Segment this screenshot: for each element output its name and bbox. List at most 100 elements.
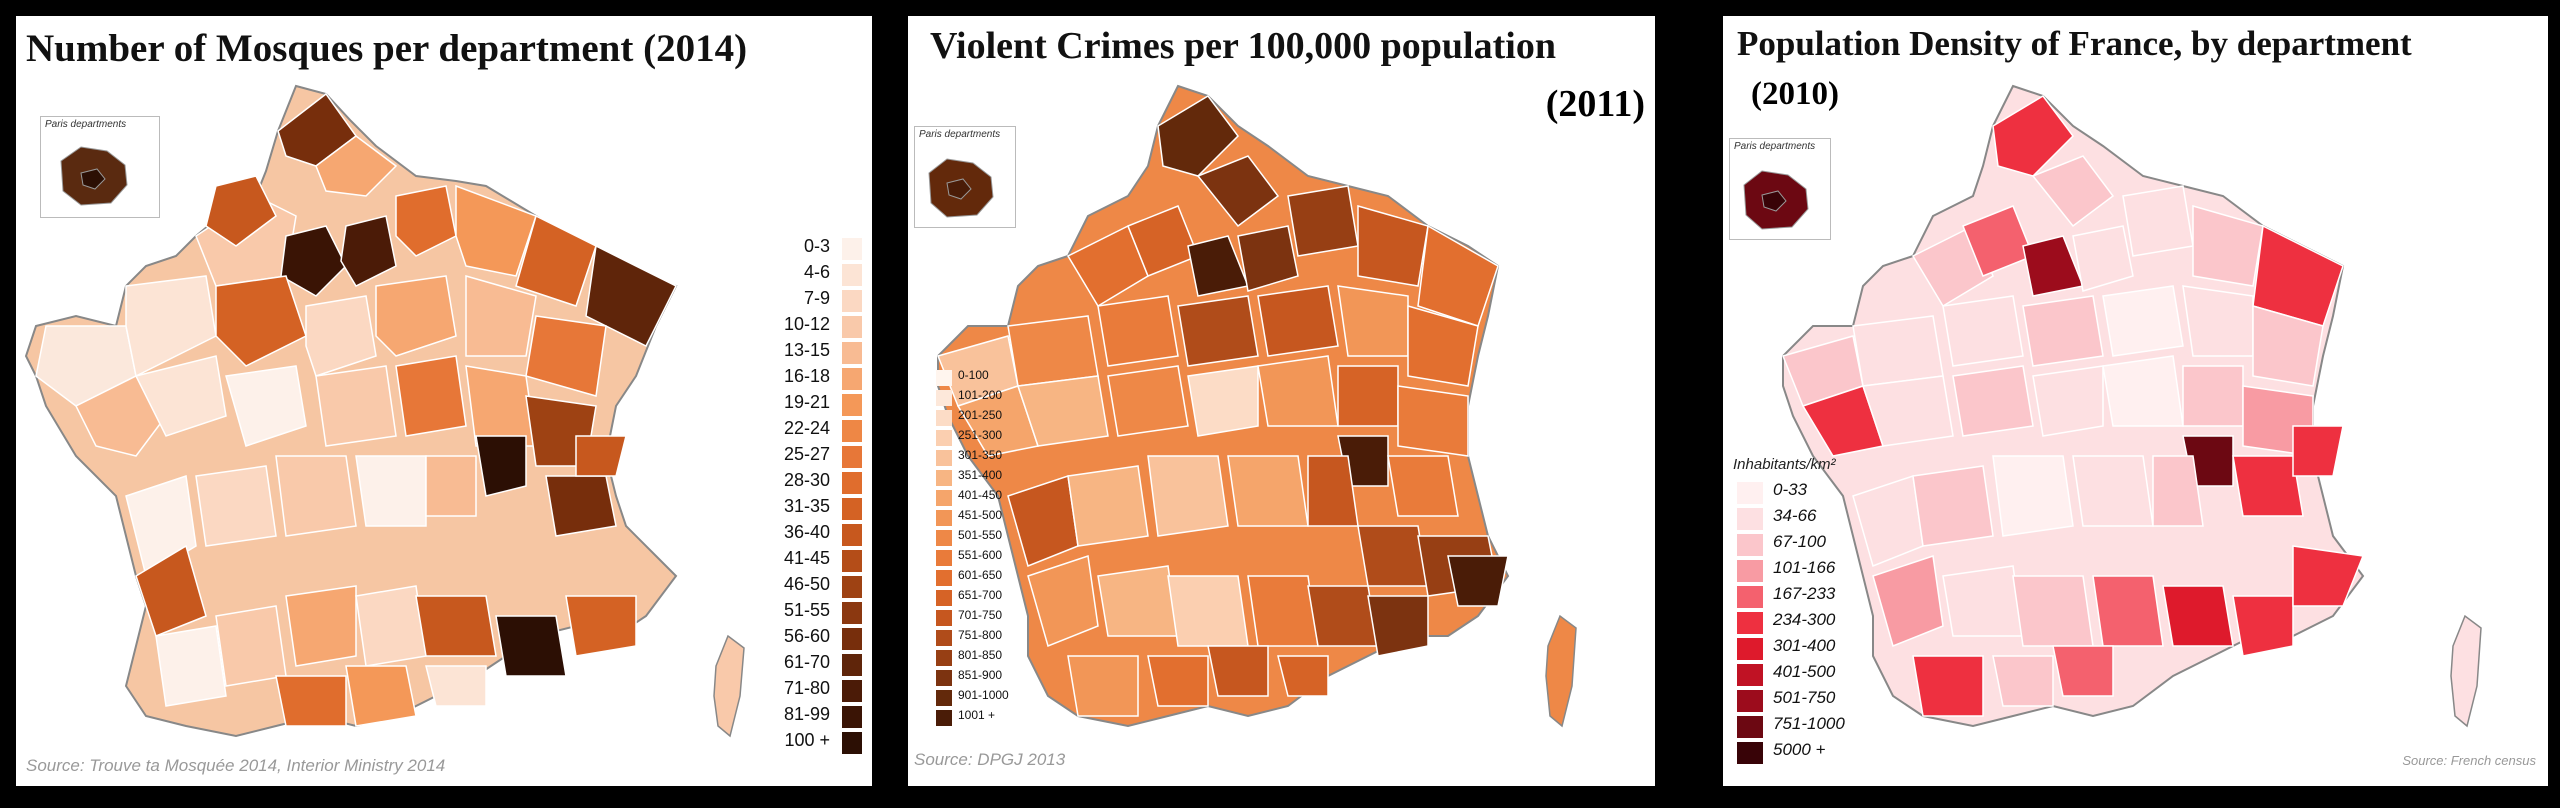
panel-title: Population Density of France, by departm… — [1737, 24, 2412, 63]
legend-swatch — [842, 368, 862, 390]
inset-label: Paris departments — [1734, 141, 1816, 152]
legend-swatch — [842, 576, 862, 598]
legend: 0-33 34-66 67-100 101-166 167-233 234-300 301-… — [1737, 480, 1877, 780]
legend-label: 351-400 — [958, 468, 1003, 482]
legend-label: 851-900 — [958, 668, 1003, 682]
legend-label: 901-1000 — [958, 688, 1009, 702]
legend-label: 41-45 — [783, 548, 830, 568]
legend-swatch — [842, 498, 862, 520]
legend-swatch — [842, 680, 862, 702]
legend-swatch — [842, 238, 862, 260]
legend-item: 301-400 — [1737, 636, 1877, 662]
legend-label: 201-250 — [958, 408, 1003, 422]
legend-label: 101-200 — [958, 388, 1003, 402]
departments — [936, 95, 1509, 717]
legend-label: 81-99 — [783, 704, 830, 724]
legend-label: 5000 + — [1773, 740, 1826, 759]
paris-inset-map — [60, 146, 128, 206]
legend-item: 851-900 — [936, 668, 1036, 688]
legend-label: 31-35 — [783, 496, 830, 516]
legend-swatch — [1737, 560, 1763, 582]
legend-item: 234-300 — [1737, 610, 1877, 636]
inset-label: Paris departments — [919, 129, 1001, 140]
population-density-map-panel: Population Density of France, by departm… — [1723, 16, 2548, 786]
legend-item: 1001 + — [936, 708, 1036, 728]
france-map-density — [1781, 84, 2482, 728]
legend-swatch — [936, 510, 952, 526]
legend-item: 36-40 — [776, 522, 866, 548]
france-map-mosques — [24, 84, 745, 738]
legend-label: 19-21 — [783, 392, 830, 412]
legend-swatch — [842, 446, 862, 468]
legend-swatch — [842, 602, 862, 624]
legend-item: 22-24 — [776, 418, 866, 444]
paris-inset: Paris departments — [40, 116, 160, 218]
legend-label: 56-60 — [783, 626, 830, 646]
legend-label: 751-800 — [958, 628, 1003, 642]
legend-item: 0-33 — [1737, 480, 1877, 506]
legend-swatch — [936, 370, 952, 386]
legend-swatch — [1737, 534, 1763, 556]
legend-swatch — [842, 732, 862, 754]
legend-swatch — [842, 342, 862, 364]
legend-label: 501-550 — [958, 528, 1003, 542]
legend-swatch — [842, 264, 862, 286]
departments — [1781, 95, 2365, 717]
legend-label: 71-80 — [783, 678, 830, 698]
source-note: Source: French census — [2402, 753, 2536, 768]
legend-label: 51-55 — [783, 600, 830, 620]
legend-label: 701-750 — [958, 608, 1003, 622]
corsica — [2450, 614, 2482, 728]
legend-item: 34-66 — [1737, 506, 1877, 532]
legend-label: 1001 + — [958, 708, 996, 722]
legend-label: 451-500 — [958, 508, 1003, 522]
legend-swatch — [842, 290, 862, 312]
panel-title: Violent Crimes per 100,000 population — [930, 25, 1556, 67]
legend-item: 301-350 — [936, 448, 1036, 468]
mosques-map-panel: Number of Mosques per department (2014) … — [16, 16, 872, 786]
legend-label: 36-40 — [783, 522, 830, 542]
legend-swatch — [936, 570, 952, 586]
legend-item: 751-1000 — [1737, 714, 1877, 740]
legend-swatch — [936, 610, 952, 626]
legend-item: 19-21 — [776, 392, 866, 418]
legend-swatch — [936, 710, 952, 726]
legend-swatch — [936, 530, 952, 546]
paris-inset: Paris departments — [914, 126, 1016, 228]
legend-item: 81-99 — [776, 704, 866, 730]
legend-label: 251-300 — [958, 428, 1003, 442]
legend-label: 167-233 — [1773, 584, 1836, 603]
legend-swatch — [842, 472, 862, 494]
legend-item: 61-70 — [776, 652, 866, 678]
legend-label: 10-12 — [783, 314, 830, 334]
legend-label: 301-400 — [1773, 636, 1836, 655]
legend-item: 351-400 — [936, 468, 1036, 488]
legend-item: 551-600 — [936, 548, 1036, 568]
legend-label: 25-27 — [783, 444, 830, 464]
legend-label: 13-15 — [783, 340, 830, 360]
legend-item: 0-100 — [936, 368, 1036, 388]
legend-swatch — [936, 630, 952, 646]
legend-swatch — [936, 690, 952, 706]
legend-swatch — [842, 316, 862, 338]
inset-label: Paris departments — [45, 119, 127, 130]
legend-label: 46-50 — [783, 574, 830, 594]
legend-item: 16-18 — [776, 366, 866, 392]
legend-item: 601-650 — [936, 568, 1036, 588]
legend-label: 551-600 — [958, 548, 1003, 562]
legend-swatch — [842, 550, 862, 572]
legend-label: 101-166 — [1773, 558, 1836, 577]
legend-swatch — [936, 430, 952, 446]
legend-label: 301-350 — [958, 448, 1003, 462]
legend-item: 751-800 — [936, 628, 1036, 648]
legend-swatch — [936, 490, 952, 506]
legend-item: 56-60 — [776, 626, 866, 652]
legend-swatch — [936, 450, 952, 466]
legend-label: 28-30 — [783, 470, 830, 490]
panel-title-year: (2011) — [1545, 83, 1645, 125]
legend-item: 100 + — [776, 730, 866, 756]
legend-swatch — [842, 394, 862, 416]
legend-swatch — [1737, 690, 1763, 712]
legend-swatch — [842, 420, 862, 442]
legend-swatch — [936, 390, 952, 406]
